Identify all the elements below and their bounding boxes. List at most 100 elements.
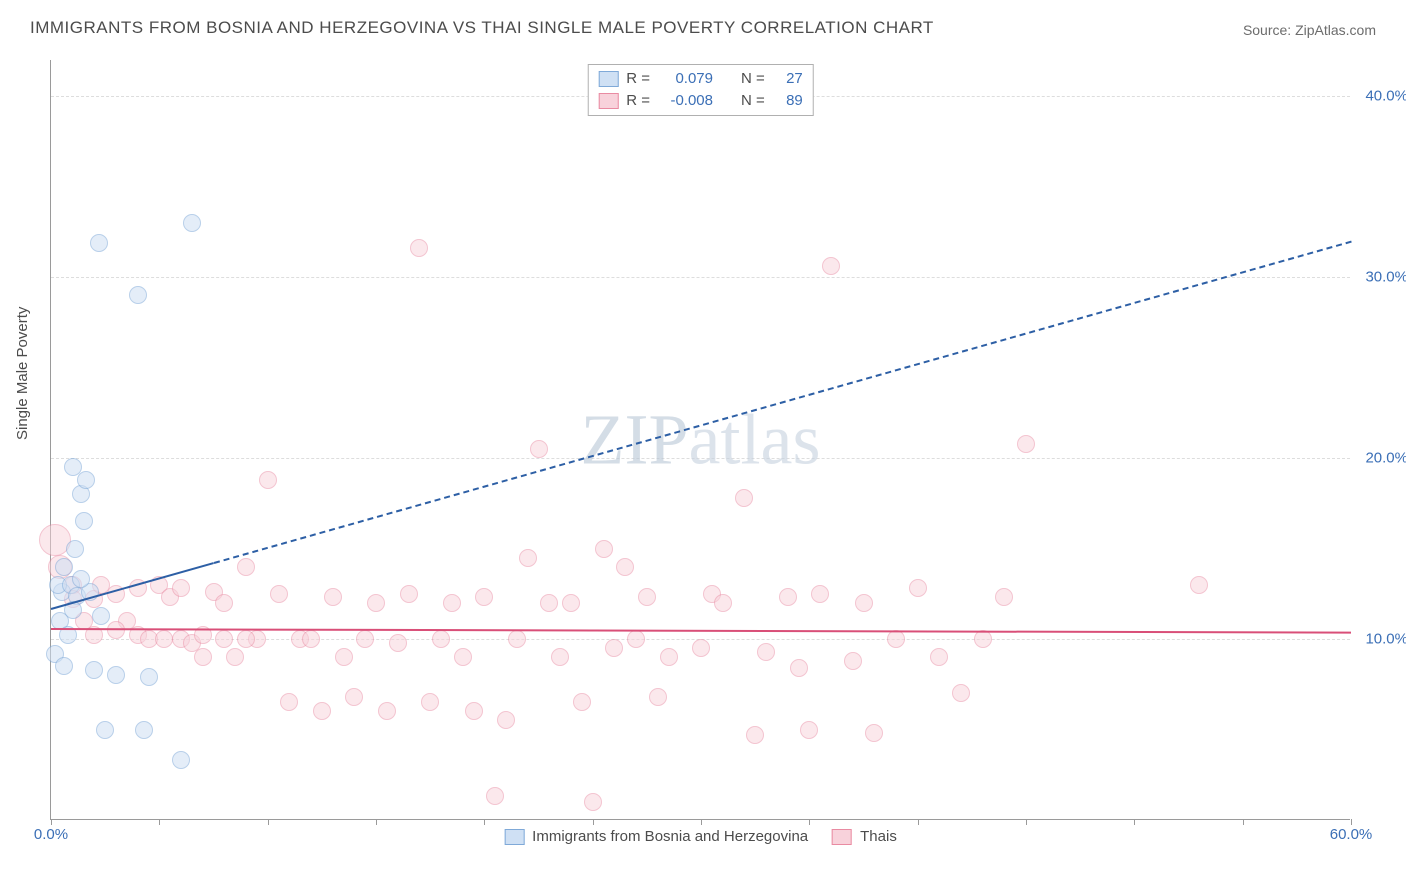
data-point bbox=[410, 239, 428, 257]
data-point bbox=[530, 440, 548, 458]
data-point bbox=[497, 711, 515, 729]
data-point bbox=[865, 724, 883, 742]
n-value-1: 27 bbox=[773, 68, 803, 90]
data-point bbox=[215, 630, 233, 648]
n-label: N = bbox=[741, 90, 765, 112]
r-value-1: 0.079 bbox=[658, 68, 713, 90]
data-point bbox=[66, 540, 84, 558]
legend-row-series1: R = 0.079 N = 27 bbox=[598, 68, 803, 90]
data-point bbox=[302, 630, 320, 648]
data-point bbox=[930, 648, 948, 666]
data-point bbox=[389, 634, 407, 652]
data-point bbox=[692, 639, 710, 657]
data-point bbox=[800, 721, 818, 739]
data-point bbox=[90, 234, 108, 252]
data-point bbox=[540, 594, 558, 612]
data-point bbox=[135, 721, 153, 739]
x-tick-mark bbox=[376, 819, 377, 825]
legend-row-series2: R = -0.008 N = 89 bbox=[598, 90, 803, 112]
data-point bbox=[183, 214, 201, 232]
data-point bbox=[64, 458, 82, 476]
legend-item: Thais bbox=[832, 828, 897, 845]
data-point bbox=[92, 607, 110, 625]
data-point bbox=[595, 540, 613, 558]
r-label: R = bbox=[626, 90, 650, 112]
x-tick-mark bbox=[484, 819, 485, 825]
data-point bbox=[475, 588, 493, 606]
x-tick-mark bbox=[51, 819, 52, 825]
r-value-2: -0.008 bbox=[658, 90, 713, 112]
data-point bbox=[649, 688, 667, 706]
data-point bbox=[129, 286, 147, 304]
data-point bbox=[280, 693, 298, 711]
data-point bbox=[822, 257, 840, 275]
data-point bbox=[465, 702, 483, 720]
data-point bbox=[584, 793, 602, 811]
data-point bbox=[75, 512, 93, 530]
swatch-series1 bbox=[598, 71, 618, 87]
data-point bbox=[519, 549, 537, 567]
legend-series: Immigrants from Bosnia and Herzegovina Th… bbox=[504, 828, 897, 845]
data-point bbox=[259, 471, 277, 489]
data-point bbox=[215, 594, 233, 612]
data-point bbox=[356, 630, 374, 648]
swatch bbox=[832, 829, 852, 845]
data-point bbox=[627, 630, 645, 648]
data-point bbox=[616, 558, 634, 576]
data-point bbox=[811, 585, 829, 603]
data-point bbox=[194, 648, 212, 666]
data-point bbox=[757, 643, 775, 661]
data-point bbox=[226, 648, 244, 666]
data-point bbox=[714, 594, 732, 612]
data-point bbox=[85, 661, 103, 679]
data-point bbox=[909, 579, 927, 597]
legend-item: Immigrants from Bosnia and Herzegovina bbox=[504, 828, 808, 845]
data-point bbox=[77, 471, 95, 489]
data-point bbox=[790, 659, 808, 677]
x-tick-mark bbox=[1026, 819, 1027, 825]
gridline bbox=[51, 458, 1350, 459]
n-label: N = bbox=[741, 68, 765, 90]
data-point bbox=[974, 630, 992, 648]
data-point bbox=[432, 630, 450, 648]
data-point bbox=[562, 594, 580, 612]
data-point bbox=[735, 489, 753, 507]
chart-title: IMMIGRANTS FROM BOSNIA AND HERZEGOVINA V… bbox=[30, 18, 934, 38]
x-tick-label: 60.0% bbox=[1330, 826, 1373, 843]
x-tick-mark bbox=[701, 819, 702, 825]
data-point bbox=[995, 588, 1013, 606]
data-point bbox=[55, 558, 73, 576]
y-tick-label: 40.0% bbox=[1358, 88, 1406, 105]
swatch-series2 bbox=[598, 93, 618, 109]
plot-area: ZIPatlas R = 0.079 N = 27 R = -0.008 N =… bbox=[50, 60, 1350, 820]
x-tick-mark bbox=[159, 819, 160, 825]
data-point bbox=[508, 630, 526, 648]
data-point bbox=[660, 648, 678, 666]
data-point bbox=[746, 726, 764, 744]
data-point bbox=[421, 693, 439, 711]
data-point bbox=[324, 588, 342, 606]
data-point bbox=[443, 594, 461, 612]
data-point bbox=[107, 666, 125, 684]
r-label: R = bbox=[626, 68, 650, 90]
data-point bbox=[855, 594, 873, 612]
data-point bbox=[454, 648, 472, 666]
data-point bbox=[551, 648, 569, 666]
x-tick-mark bbox=[1134, 819, 1135, 825]
data-point bbox=[605, 639, 623, 657]
legend-label: Thais bbox=[860, 828, 897, 845]
data-point bbox=[172, 579, 190, 597]
x-tick-mark bbox=[918, 819, 919, 825]
y-tick-label: 30.0% bbox=[1358, 269, 1406, 286]
gridline bbox=[51, 277, 1350, 278]
x-tick-label: 0.0% bbox=[34, 826, 68, 843]
x-tick-mark bbox=[1243, 819, 1244, 825]
n-value-2: 89 bbox=[773, 90, 803, 112]
x-tick-mark bbox=[809, 819, 810, 825]
data-point bbox=[96, 721, 114, 739]
data-point bbox=[486, 787, 504, 805]
x-tick-mark bbox=[268, 819, 269, 825]
data-point bbox=[335, 648, 353, 666]
data-point bbox=[313, 702, 331, 720]
trend-line bbox=[213, 241, 1351, 564]
